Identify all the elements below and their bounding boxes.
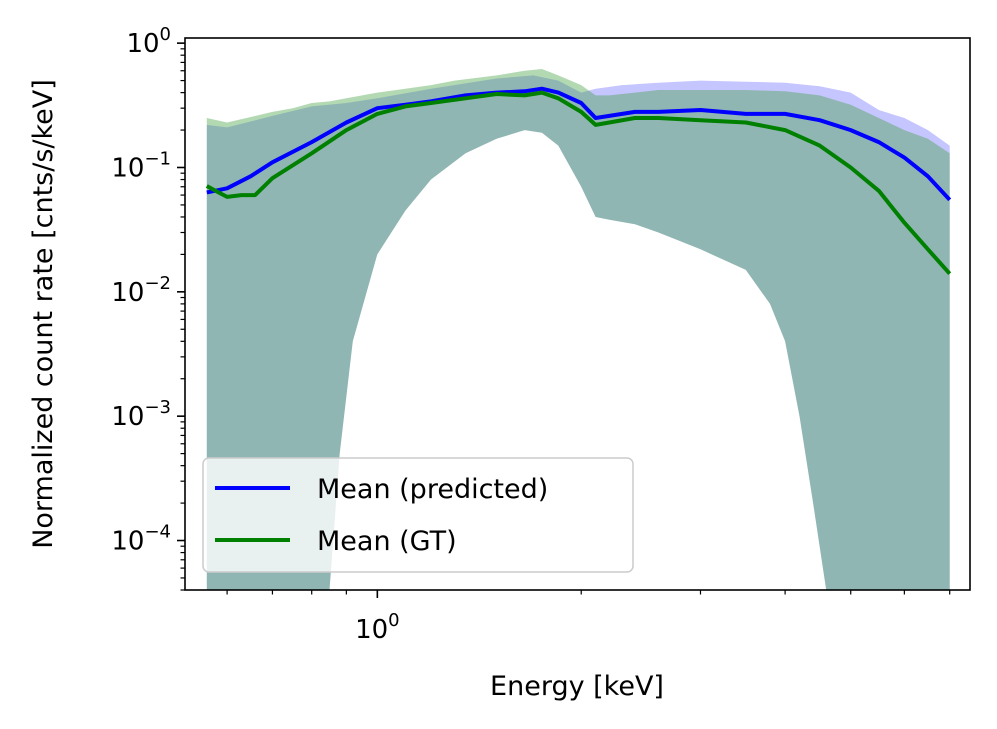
legend-label-gt: Mean (GT) — [317, 526, 457, 557]
legend-label-predicted: Mean (predicted) — [317, 474, 548, 505]
y-tick-label: 100 — [126, 24, 171, 59]
series-line-1 — [205, 90, 952, 276]
y-tick-label: 10−1 — [111, 148, 171, 183]
x-axis-ticks: 100 — [226, 590, 951, 645]
legend: Mean (predicted) Mean (GT) — [202, 457, 634, 573]
y-axis-label: Normalized count rate [cnts/s/keV] — [28, 79, 59, 549]
x-axis-label: Energy [keV] — [490, 671, 664, 702]
y-tick-label: 10−4 — [111, 522, 171, 557]
x-tick-label: 100 — [355, 610, 400, 645]
y-axis-ticks: 100 10−1 10−2 10−3 10−4 — [111, 24, 185, 591]
plot-frame — [184, 37, 971, 591]
series-line-0 — [206, 86, 952, 202]
y-tick-label: 10−2 — [111, 273, 171, 308]
legend-box — [202, 457, 634, 573]
lines-layer — [205, 86, 952, 276]
y-tick-label: 10−3 — [111, 397, 171, 432]
